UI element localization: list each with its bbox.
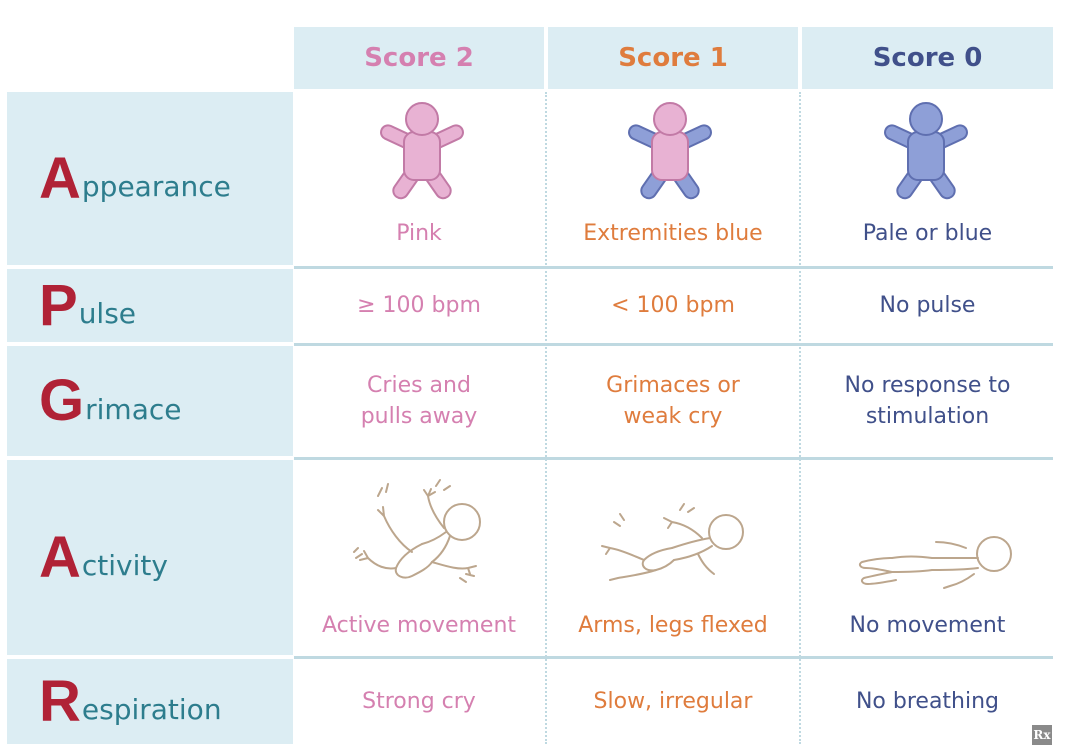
row-divider <box>294 656 1053 659</box>
baby-blue-extremities-icon <box>628 102 712 200</box>
appearance-score-2-text: Pink <box>396 221 442 246</box>
row-initial: A <box>39 145 81 211</box>
grimace-score-0-text: No response to stimulation <box>802 346 1053 456</box>
pulse-score-0-text: No pulse <box>879 293 976 318</box>
grimace-score-0-line-2: stimulation <box>865 404 990 429</box>
row-initial: A <box>39 524 81 590</box>
grimace-score-0-line-1: No response to <box>844 373 1011 398</box>
header-score-2: Score 2 <box>294 27 544 89</box>
rx-logo: Rx <box>1032 725 1052 745</box>
pulse-score-1-text: < 100 bpm <box>611 293 735 318</box>
respiration-score-1-text: Slow, irregular <box>593 689 753 714</box>
row-label-text: rimace <box>85 392 182 426</box>
baby-active-movement-icon <box>353 479 481 583</box>
baby-no-movement-icon <box>858 536 1012 589</box>
header-score-1: Score 1 <box>548 27 798 89</box>
pulse-score-2-text: ≥ 100 bpm <box>357 293 481 318</box>
baby-blue-icon <box>884 102 968 200</box>
activity-score-0-text: No movement <box>849 613 1006 638</box>
grimace-score-1-line-2: weak cry <box>623 404 723 429</box>
grimace-score-2-line-1: Cries and <box>367 373 471 398</box>
row-initial: R <box>39 668 81 734</box>
row-initial: G <box>39 368 85 433</box>
column-divider <box>799 92 801 744</box>
appearance-score-0-text: Pale or blue <box>862 221 993 246</box>
activity-score-2-text: Active movement <box>321 613 517 638</box>
row-divider <box>294 266 1053 269</box>
row-divider <box>294 457 1053 460</box>
activity-score-1-text: Arms, legs flexed <box>578 613 768 638</box>
header-score-0: Score 0 <box>802 27 1053 89</box>
row-divider <box>294 343 1053 346</box>
grimace-score-2-line-2: pulls away <box>360 404 478 429</box>
baby-flexed-limbs-icon <box>601 503 744 581</box>
column-divider <box>545 92 547 744</box>
respiration-score-2-text: Strong cry <box>362 689 476 714</box>
grimace-score-1-text: Grimaces or weak cry <box>548 346 798 456</box>
row-label-text: espiration <box>81 693 222 726</box>
baby-pink-icon <box>380 102 464 200</box>
row-initial: P <box>39 272 78 338</box>
appearance-score-1-text: Extremities blue <box>583 221 763 246</box>
row-label-text: ctivity <box>81 549 168 582</box>
row-label-text: ulse <box>78 297 137 330</box>
respiration-score-0-text: No breathing <box>855 689 1000 714</box>
row-label-text: ppearance <box>81 170 231 203</box>
grimace-score-2-text: Cries and pulls away <box>294 346 544 456</box>
grimace-score-1-line-1: Grimaces or <box>606 373 740 398</box>
